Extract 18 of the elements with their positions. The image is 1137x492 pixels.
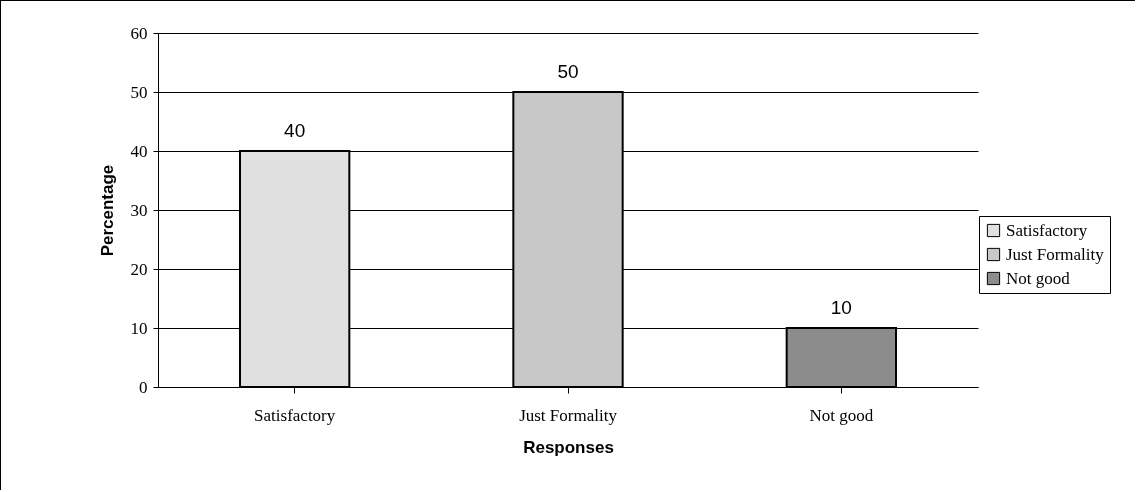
data-label: 10: [830, 297, 852, 318]
y-tick-label: 20: [130, 259, 148, 279]
x-tick-label: Not good: [809, 405, 874, 425]
data-label: 40: [284, 120, 306, 141]
legend-label: Not good: [1006, 268, 1071, 288]
x-axis-title: Responses: [523, 437, 614, 457]
x-tick-label: Just Formality: [519, 405, 618, 425]
legend-label: Satisfactory: [1006, 220, 1088, 240]
y-tick-label: 60: [130, 23, 148, 43]
y-tick-label: 30: [130, 200, 148, 220]
data-label: 50: [557, 61, 579, 82]
y-tick-label: 10: [130, 318, 148, 338]
x-tick-label: Satisfactory: [254, 405, 336, 425]
y-axis-title: Percentage: [97, 164, 117, 257]
y-tick-label: 0: [139, 377, 148, 397]
legend-label: Just Formality: [1006, 244, 1105, 264]
y-tick-label: 50: [130, 82, 148, 102]
y-tick-label: 40: [130, 141, 148, 161]
